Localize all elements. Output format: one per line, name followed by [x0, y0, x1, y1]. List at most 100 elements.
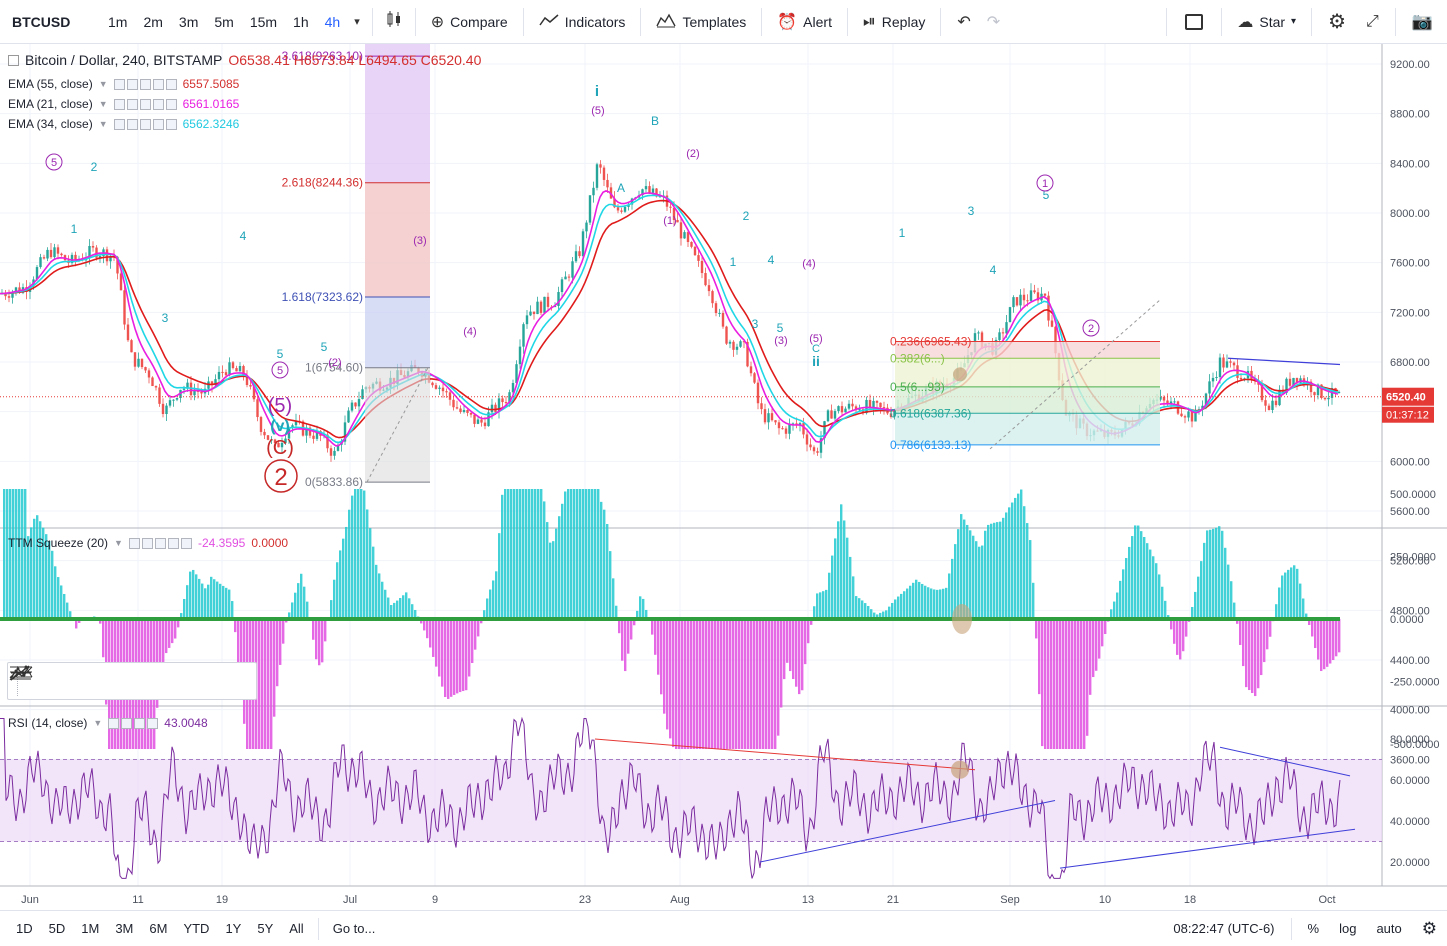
indicators-button[interactable]: Indicators: [530, 13, 635, 30]
elliott-impulse-icon[interactable]: [9, 663, 94, 699]
ttm-bar: [396, 600, 399, 619]
ttm-bar: [258, 619, 261, 749]
fib-ext-label: 2.618(8244.36): [282, 176, 363, 190]
star-button[interactable]: ☁ Star ▾: [1237, 13, 1297, 31]
gear-icon[interactable]: ⚙: [1421, 918, 1437, 938]
range-all[interactable]: All: [289, 921, 304, 936]
ema55-legend[interactable]: EMA (55, close) ▼ 6557.5085: [8, 77, 240, 91]
candle-body: [809, 444, 812, 448]
legend-controls[interactable]: [113, 78, 177, 90]
ttm-bar: [219, 583, 222, 619]
percent-toggle[interactable]: %: [1307, 921, 1320, 936]
candle-body: [88, 246, 91, 259]
log-toggle[interactable]: log: [1339, 921, 1357, 936]
range-5d[interactable]: 5D: [48, 921, 66, 936]
templates-button[interactable]: Templates: [647, 12, 755, 31]
legend-controls[interactable]: [128, 537, 192, 549]
ttm-bar: [819, 592, 822, 619]
drawing-tools-panel[interactable]: [7, 662, 257, 700]
undo-icon[interactable]: ↶: [957, 13, 971, 31]
interval-2m[interactable]: 2m: [143, 13, 163, 30]
ttm-bar: [300, 573, 303, 619]
ttm-bar: [1164, 600, 1167, 619]
ttm-bar: [192, 569, 195, 619]
toolbar-right: ☁ Star ▾ ⚙ ⤢ 📷: [1160, 7, 1447, 36]
path-icon[interactable]: [10, 663, 246, 699]
legend-controls[interactable]: [113, 118, 177, 130]
ttm-bar: [1152, 556, 1155, 619]
candle-body: [823, 421, 826, 439]
candle-body: [1225, 361, 1229, 368]
expand-icon[interactable]: ⤢: [1366, 12, 1379, 30]
compare-button[interactable]: ⊕ Compare: [430, 13, 508, 31]
candle-body: [847, 403, 851, 409]
ttm-bar: [489, 589, 492, 619]
interval-4h[interactable]: 4h: [324, 13, 341, 30]
ttm-bar: [444, 619, 447, 698]
fullscreen-box-icon[interactable]: [1173, 13, 1215, 30]
legend-controls[interactable]: [113, 98, 177, 110]
ttm-bar: [546, 522, 549, 619]
ttm-bar: [756, 619, 759, 749]
ttm-bar: [888, 606, 891, 619]
main-legend: Bitcoin / Dollar, 240, BITSTAMP O6538.41…: [8, 52, 481, 68]
elliott-correction-icon[interactable]: [9, 663, 132, 699]
drag-handle[interactable]: [8, 666, 18, 696]
candle-body: [767, 413, 770, 423]
alert-button[interactable]: ⏰ Alert: [777, 13, 832, 31]
candle-body: [697, 255, 700, 261]
interval-3m[interactable]: 3m: [178, 13, 199, 30]
ttm-bar: [567, 489, 570, 619]
range-1d[interactable]: 1D: [16, 921, 33, 936]
goto-button[interactable]: Go to...: [332, 921, 376, 936]
toolbar-divider: [414, 7, 416, 36]
chevron-down-icon[interactable]: ▾: [354, 16, 360, 28]
ema21-legend[interactable]: EMA (21, close) ▼ 6561.0165: [8, 97, 240, 111]
chart-area[interactable]: 9200.00 8800.00 8400.00 8000.00 7600.00 7200.…: [0, 44, 1447, 910]
ttm-bar: [75, 619, 78, 629]
trend-line-icon[interactable]: [10, 663, 170, 699]
ttm-bar: [1332, 619, 1335, 661]
ttm-bar: [768, 619, 771, 749]
collapse-icon[interactable]: [8, 54, 19, 66]
ttm-bar: [99, 619, 102, 624]
candle-body: [284, 438, 287, 443]
candle-body: [221, 371, 224, 373]
legend-controls[interactable]: [108, 717, 159, 729]
candle-body: [501, 398, 504, 403]
range-3m[interactable]: 3M: [115, 921, 134, 936]
ema34-legend[interactable]: EMA (34, close) ▼ 6562.3246: [8, 117, 240, 131]
range-6m[interactable]: 6M: [149, 921, 168, 936]
interval-1m[interactable]: 1m: [108, 13, 128, 30]
candles-icon[interactable]: [379, 10, 409, 33]
candle-body: [1001, 332, 1005, 334]
candle-body: [1194, 410, 1197, 422]
chart-canvas[interactable]: 9200.00 8800.00 8400.00 8000.00 7600.00 7200.…: [0, 44, 1447, 910]
ttm-bar: [420, 619, 423, 624]
ttm-bar: [468, 619, 471, 677]
range-1y[interactable]: 1Y: [225, 921, 242, 936]
redo-icon[interactable]: ↷: [986, 13, 1001, 31]
range-ytd[interactable]: YTD: [183, 921, 210, 936]
interval-15m[interactable]: 15m: [249, 13, 278, 30]
camera-icon[interactable]: 📷: [1411, 11, 1433, 31]
rsi-legend[interactable]: RSI (14, close) ▼ 43.0048: [8, 716, 208, 730]
candle-body: [690, 242, 693, 247]
auto-toggle[interactable]: auto: [1376, 921, 1402, 936]
candle-body: [655, 188, 658, 197]
range-1m[interactable]: 1M: [81, 921, 100, 936]
interval-5m[interactable]: 5m: [214, 13, 234, 30]
fib-retracement-icon[interactable]: [11, 663, 208, 699]
range-5y[interactable]: 5Y: [257, 921, 274, 936]
symbol-search[interactable]: BTCUSD: [12, 13, 71, 30]
ttm-bar: [1026, 523, 1029, 619]
ttm-bar: [1305, 613, 1308, 619]
gear-icon[interactable]: ⚙: [1328, 11, 1347, 33]
interval-1h[interactable]: 1h: [293, 13, 309, 30]
ttm-bar: [411, 604, 414, 619]
indicator-icon: [539, 13, 559, 30]
candle-body: [613, 198, 616, 208]
replay-button[interactable]: ⏯ Replay: [862, 12, 926, 30]
ttm-legend[interactable]: TTM Squeeze (20) ▼ -24.3595 0.0000: [8, 536, 289, 550]
ttm-bar: [387, 597, 390, 619]
